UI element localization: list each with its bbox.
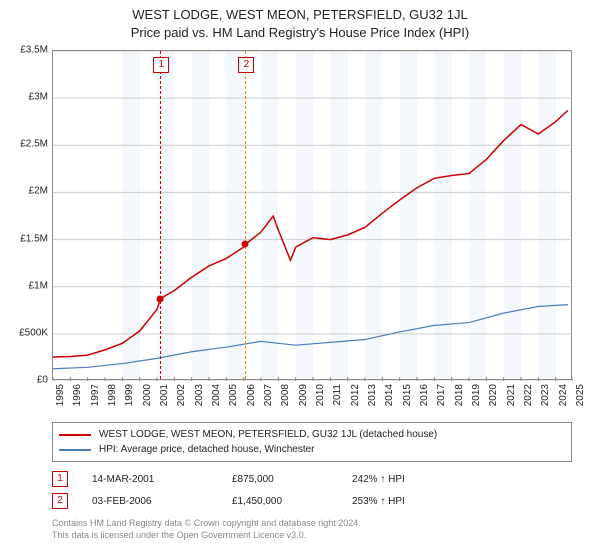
plot-region: 12	[52, 50, 572, 380]
marker-dot-2	[242, 241, 249, 248]
x-axis-label: 2001	[159, 384, 170, 414]
footer: Contains HM Land Registry data © Crown c…	[52, 518, 572, 541]
x-axis-label: 2004	[211, 384, 222, 414]
sale-price: £1,450,000	[232, 496, 352, 507]
x-axis-label: 2008	[280, 384, 291, 414]
table-row: 2 03-FEB-2006 £1,450,000 253% ↑ HPI	[52, 490, 572, 512]
x-axis-label: 2010	[315, 384, 326, 414]
y-axis-label: £2M	[0, 186, 48, 197]
x-axis-label: 2003	[194, 384, 205, 414]
footer-line-2: This data is licensed under the Open Gov…	[52, 530, 572, 542]
marker-badge-2: 2	[52, 493, 68, 509]
y-axis-label: £1.5M	[0, 233, 48, 244]
marker-line-1	[160, 51, 161, 379]
legend: WEST LODGE, WEST MEON, PETERSFIELD, GU32…	[52, 422, 572, 462]
sale-date: 03-FEB-2006	[92, 496, 232, 507]
y-axis-label: £500K	[0, 327, 48, 338]
x-axis-label: 2023	[540, 384, 551, 414]
chart-container: WEST LODGE, WEST MEON, PETERSFIELD, GU32…	[0, 0, 600, 560]
x-axis-label: 2012	[350, 384, 361, 414]
x-axis-label: 1998	[107, 384, 118, 414]
y-axis-label: £3.5M	[0, 45, 48, 56]
x-axis-label: 1999	[124, 384, 135, 414]
x-axis-label: 2013	[367, 384, 378, 414]
x-axis-label: 2009	[298, 384, 309, 414]
legend-row-hpi: HPI: Average price, detached house, Winc…	[59, 442, 565, 457]
marker-badge-1: 1	[52, 471, 68, 487]
marker-badge-1: 1	[153, 57, 169, 73]
x-axis-label: 2016	[419, 384, 430, 414]
x-axis-label: 2024	[558, 384, 569, 414]
table-row: 1 14-MAR-2001 £875,000 242% ↑ HPI	[52, 468, 572, 490]
series-line-hpi	[53, 305, 568, 369]
y-axis-label: £2.5M	[0, 139, 48, 150]
legend-swatch-property	[59, 434, 91, 436]
series-line-property	[53, 110, 568, 357]
x-axis-label: 2011	[332, 384, 343, 414]
sale-pct: 253% ↑ HPI	[352, 496, 472, 507]
sale-pct: 242% ↑ HPI	[352, 474, 472, 485]
x-axis-label: 2014	[384, 384, 395, 414]
x-axis-label: 2002	[176, 384, 187, 414]
chart-svg	[53, 51, 573, 381]
legend-row-property: WEST LODGE, WEST MEON, PETERSFIELD, GU32…	[59, 427, 565, 442]
x-axis-label: 2017	[436, 384, 447, 414]
sales-table: 1 14-MAR-2001 £875,000 242% ↑ HPI 2 03-F…	[52, 468, 572, 512]
x-axis-label: 2020	[488, 384, 499, 414]
marker-dot-1	[157, 295, 164, 302]
x-axis-label: 2005	[228, 384, 239, 414]
chart-area: 12 £0£500K£1M£1.5M£2M£2.5M£3M£3.5M199519…	[52, 50, 572, 380]
title-subtitle: Price paid vs. HM Land Registry's House …	[0, 24, 600, 42]
x-axis-label: 2006	[246, 384, 257, 414]
x-axis-label: 2000	[142, 384, 153, 414]
x-axis-label: 2015	[402, 384, 413, 414]
footer-line-1: Contains HM Land Registry data © Crown c…	[52, 518, 572, 530]
y-axis-label: £0	[0, 375, 48, 386]
x-axis-label: 1995	[55, 384, 66, 414]
sale-price: £875,000	[232, 474, 352, 485]
marker-badge-2: 2	[238, 57, 254, 73]
x-axis-label: 2025	[575, 384, 586, 414]
marker-line-2	[245, 51, 246, 379]
y-axis-label: £3M	[0, 92, 48, 103]
sale-date: 14-MAR-2001	[92, 474, 232, 485]
title-block: WEST LODGE, WEST MEON, PETERSFIELD, GU32…	[0, 0, 600, 41]
x-axis-label: 2007	[263, 384, 274, 414]
x-axis-label: 2021	[506, 384, 517, 414]
legend-label-hpi: HPI: Average price, detached house, Winc…	[99, 444, 315, 455]
x-axis-label: 1996	[72, 384, 83, 414]
title-address: WEST LODGE, WEST MEON, PETERSFIELD, GU32…	[0, 6, 600, 24]
y-axis-label: £1M	[0, 280, 48, 291]
x-axis-label: 2019	[471, 384, 482, 414]
legend-label-property: WEST LODGE, WEST MEON, PETERSFIELD, GU32…	[99, 429, 437, 440]
x-axis-label: 2018	[454, 384, 465, 414]
x-axis-label: 1997	[90, 384, 101, 414]
legend-swatch-hpi	[59, 449, 91, 451]
x-axis-label: 2022	[523, 384, 534, 414]
